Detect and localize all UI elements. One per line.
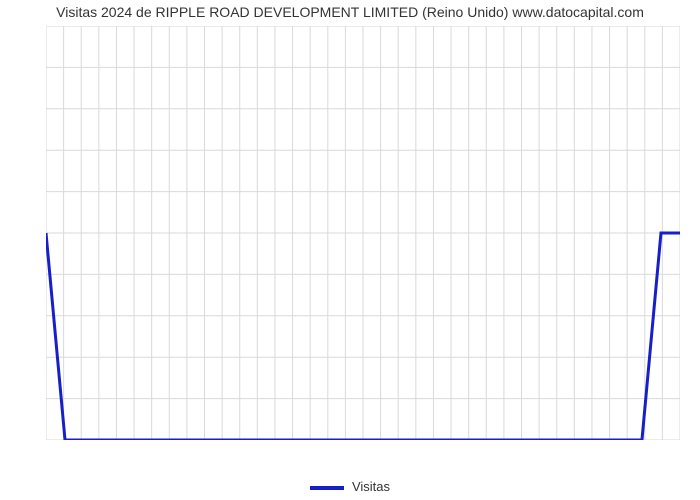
chart-title: Visitas 2024 de RIPPLE ROAD DEVELOPMENT …: [0, 4, 700, 20]
legend-label: Visitas: [352, 479, 390, 494]
chart-container: { "chart": { "type": "line", "title": "V…: [0, 0, 700, 500]
gridlines: [46, 26, 680, 440]
legend-swatch: [310, 486, 344, 490]
legend: Visitas: [0, 479, 700, 494]
plot-area: 012202120221121202: [46, 26, 680, 440]
